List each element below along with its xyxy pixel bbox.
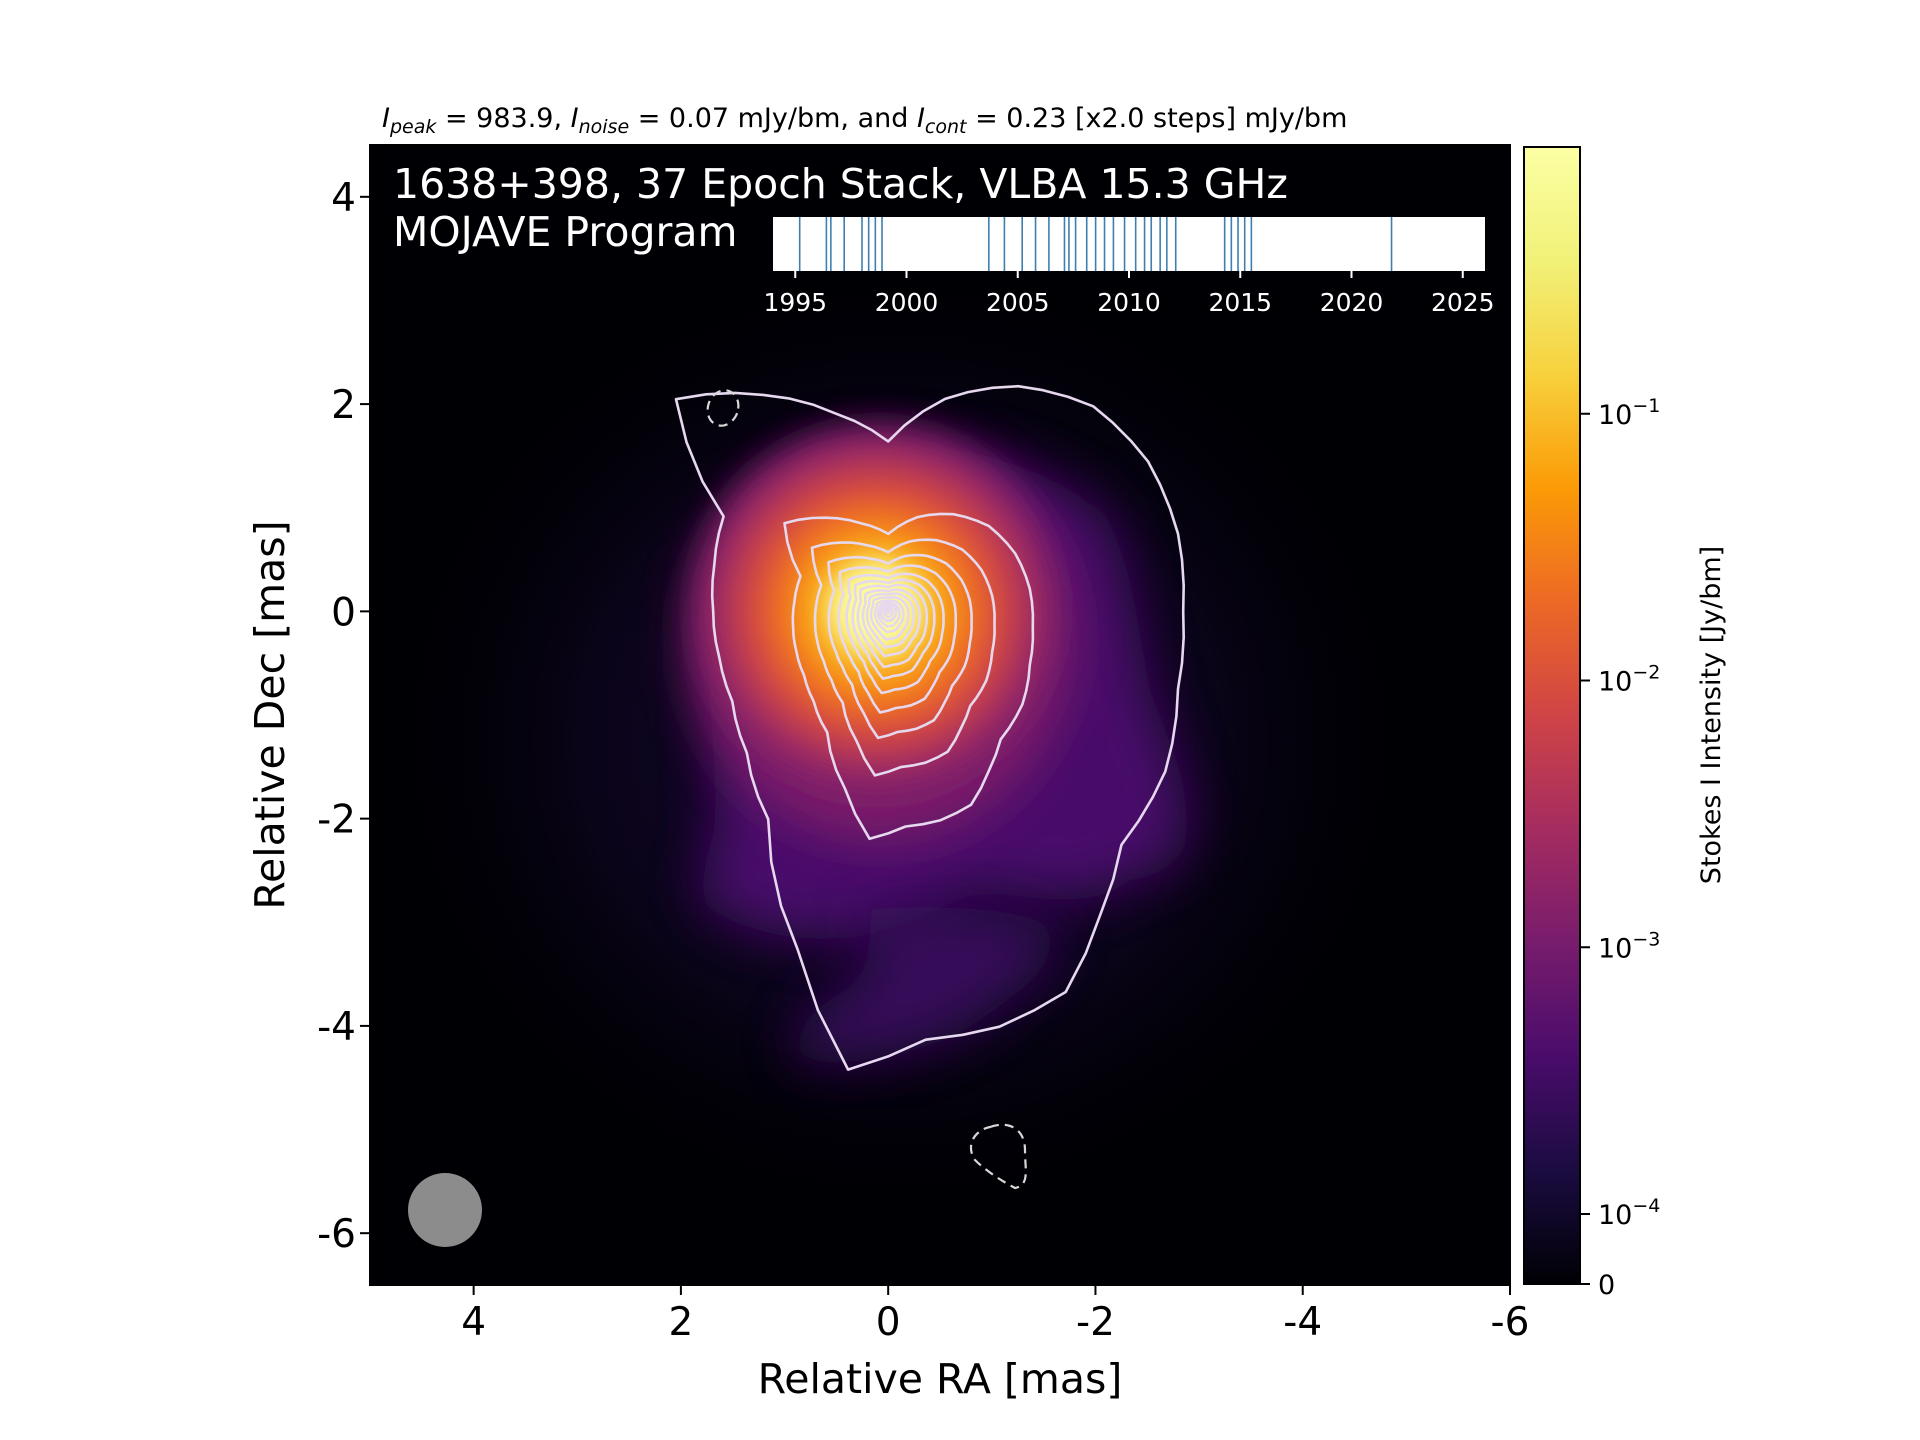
contour-level [885,609,891,615]
x-tick-label: -4 [1283,1300,1322,1345]
contour-level [827,553,973,740]
y-tick-label: 2 [331,383,356,428]
contour-lines [674,384,1185,1071]
contour-level [845,572,945,695]
colorbar-tick-label: 10−2 [1598,662,1660,698]
epoch-timeline-box [773,217,1485,271]
beam-ellipse [408,1173,482,1247]
title-line-2: MOJAVE Program [393,208,737,256]
y-axis-label: Relative Dec [mas] [246,520,294,909]
x-tick-label: -6 [1491,1300,1530,1345]
negative-contour-1 [706,389,740,427]
y-tick-label: 0 [331,590,356,635]
x-tick-label: 2 [668,1300,693,1345]
colorbar-tick-label: 10−3 [1598,928,1660,964]
epoch-tick-label: 2020 [1320,288,1384,317]
y-tick-label: -2 [317,798,356,843]
x-axis-ticks: 4 2 0 -2 -4 -6 [461,1285,1529,1345]
contour-level [882,606,894,619]
colorbar-label: Stokes I Intensity [Jy/bm] [1696,546,1727,884]
epoch-axis-ticks: 1995 2000 2005 2010 2015 2020 2025 [763,271,1495,317]
header-stats: Ipeak = 983.9, Inoise = 0.07 mJy/bm, and… [382,103,1347,138]
y-axis-ticks: 4 2 0 -2 -4 -6 [317,176,370,1257]
colorbar-frame [1523,146,1581,1285]
epoch-timeline-inset: 1995 2000 2005 2010 2015 2020 2025 [763,217,1495,317]
y-tick-label: -4 [317,1005,356,1050]
epoch-tick-label: 2000 [875,288,939,317]
x-tick-label: 0 [876,1300,901,1345]
contour-level [674,384,1185,1071]
colorbar-ticks: 10−1 10−2 10−3 10−4 0 [1580,395,1660,1301]
epoch-tick-label: 2015 [1208,288,1272,317]
x-tick-label: -2 [1076,1300,1115,1345]
y-tick-label: 4 [331,176,356,221]
contour-level [783,512,1035,841]
y-tick-label: -6 [317,1212,356,1257]
epoch-lines [798,217,1393,271]
colorbar-tick-label: 10−4 [1598,1195,1660,1231]
emission-tail [791,907,1060,1063]
colorbar [1524,147,1580,1284]
colorbar-tick-label: 10−1 [1598,395,1660,431]
contour-level [810,538,996,777]
plot-frame [369,144,1511,1286]
contour-level [869,595,910,641]
epoch-tick-label: 2010 [1097,288,1161,317]
contour-level [865,592,916,649]
negative-contours [706,389,1027,1190]
epoch-tick-label: 2005 [986,288,1050,317]
contour-level [873,599,905,634]
colorbar-tick-label: 0 [1598,1270,1615,1301]
epoch-tick-label: 1995 [763,288,827,317]
x-axis-label: Relative RA [mas] [758,1355,1123,1403]
x-tick-label: 4 [461,1300,486,1345]
contour-level [837,564,957,714]
contour-level [851,578,936,680]
contour-peak [878,601,898,622]
contour-level [861,588,921,658]
title-line-1: 1638+398, 37 Epoch Stack, VLBA 15.3 GHz [393,160,1288,208]
contour-level [856,583,928,669]
epoch-tick-label: 2025 [1431,288,1495,317]
intensity-map: 1638+398, 37 Epoch Stack, VLBA 15.3 GHz … [370,145,1510,1285]
negative-contour-2 [969,1123,1027,1190]
